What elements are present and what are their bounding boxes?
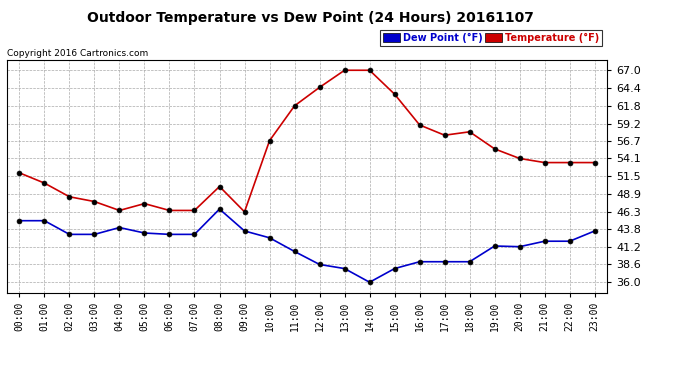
Legend: Dew Point (°F), Temperature (°F): Dew Point (°F), Temperature (°F) [380,30,602,46]
Text: Copyright 2016 Cartronics.com: Copyright 2016 Cartronics.com [7,49,148,58]
Text: Outdoor Temperature vs Dew Point (24 Hours) 20161107: Outdoor Temperature vs Dew Point (24 Hou… [87,11,534,25]
